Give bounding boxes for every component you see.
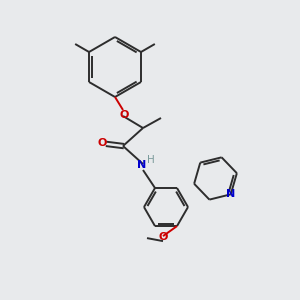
Text: N: N — [137, 160, 147, 170]
Text: N: N — [226, 189, 236, 199]
Text: O: O — [97, 138, 107, 148]
Text: O: O — [119, 110, 129, 120]
Text: O: O — [158, 232, 168, 242]
Text: H: H — [147, 155, 155, 165]
